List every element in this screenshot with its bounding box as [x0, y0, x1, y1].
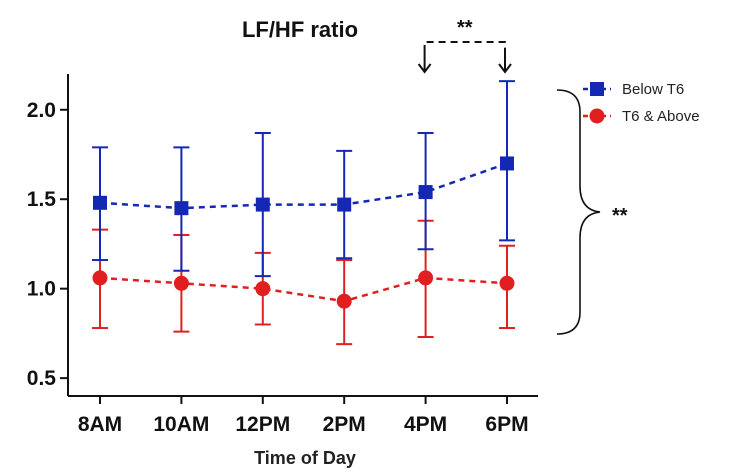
x-tick-label: 10AM: [153, 413, 209, 436]
data-point: [255, 281, 271, 297]
series-t6-above: [92, 219, 515, 346]
y-tick-label: 2.0: [27, 99, 56, 122]
x-tick-label: 6PM: [485, 413, 528, 436]
brace-significance-label: **: [612, 205, 628, 227]
data-point: [337, 197, 352, 212]
data-point: [499, 275, 515, 291]
y-tick-label: 1.0: [27, 278, 56, 301]
x-tick-label: 12PM: [235, 413, 290, 436]
data-point: [93, 195, 107, 210]
legend-marker: [590, 82, 604, 96]
data-point: [336, 293, 352, 309]
x-tick-label: 2PM: [323, 413, 366, 436]
bracket-arrow-head: [417, 63, 432, 74]
x-ticks: 8AM 10AM 12PM 2PM 4PM 6PM: [78, 396, 529, 436]
significance-bracket: **: [417, 17, 512, 74]
curly-brace: [556, 89, 601, 335]
legend-label: Below T6: [622, 81, 684, 98]
chart-title: LF/HF ratio: [242, 17, 358, 42]
x-axis-label: Time of Day: [254, 448, 356, 468]
y-tick-label: 1.5: [27, 188, 57, 211]
data-point: [255, 197, 270, 212]
legend: Below T6 T6 & Above: [583, 81, 700, 125]
data-point: [92, 270, 108, 286]
legend-label: T6 & Above: [622, 108, 700, 125]
series-layer: [92, 80, 515, 346]
bracket-line: [423, 41, 506, 52]
x-tick-label: 8AM: [78, 413, 122, 436]
legend-item: Below T6: [583, 81, 684, 98]
y-ticks: 0.5 1.0 1.5 2.0: [27, 99, 68, 390]
series-line: [99, 276, 508, 303]
legend-item: T6 & Above: [583, 108, 700, 125]
data-point: [173, 275, 189, 291]
legend-marker: [589, 108, 605, 124]
data-point: [500, 156, 514, 171]
y-tick-label: 0.5: [27, 367, 57, 390]
significance-brace: **: [556, 89, 628, 335]
series-below-t6: [92, 80, 515, 278]
bracket-significance-label: **: [457, 17, 473, 39]
axes: [67, 74, 538, 397]
series-line: [99, 162, 508, 210]
bracket-arrow-head: [498, 63, 512, 74]
data-point: [418, 185, 433, 200]
data-point: [418, 270, 434, 286]
x-tick-label: 4PM: [404, 413, 447, 436]
data-point: [174, 201, 189, 216]
